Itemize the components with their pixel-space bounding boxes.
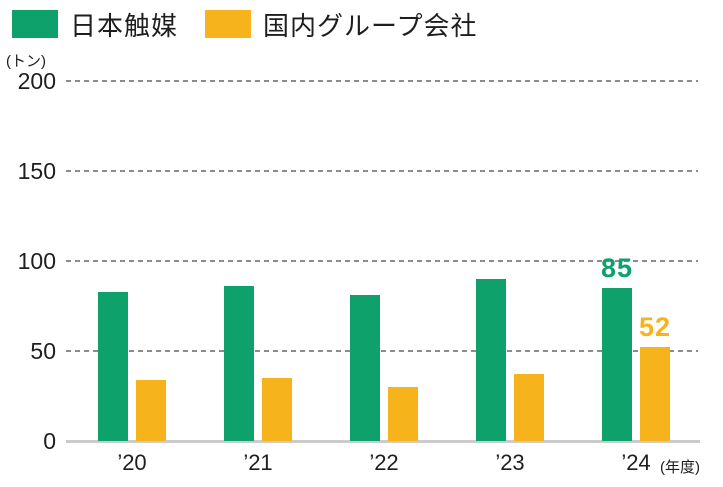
- x-tick-label-2024: ’24: [621, 450, 651, 475]
- bar-nihon-shokubai-2024: [602, 288, 632, 441]
- legend-item-nihon-shokubai: 日本触媒: [12, 10, 178, 41]
- legend-label-domestic-group: 国内グループ会社: [263, 10, 478, 41]
- gridline-100: [66, 260, 698, 262]
- x-tick-label-2023: ’23: [495, 450, 525, 475]
- bar-domestic-group-2021: [262, 378, 292, 441]
- legend-label-nihon-shokubai: 日本触媒: [70, 10, 179, 41]
- y-axis-unit-label: (トン): [6, 53, 46, 70]
- bar-nihon-shokubai-2021: [224, 286, 254, 441]
- gridline-50: [66, 350, 698, 352]
- y-tick-label-150: 150: [17, 158, 56, 184]
- legend-swatch-yellow: [205, 10, 251, 38]
- y-tick-label-100: 100: [17, 248, 56, 274]
- bar-domestic-group-2022: [388, 387, 418, 441]
- x-tick-label-2022: ’22: [369, 450, 399, 475]
- gridline-200: [66, 80, 698, 82]
- x-tick-label-2020: ’20: [117, 450, 147, 475]
- y-tick-label-50: 50: [30, 338, 56, 364]
- bar-nihon-shokubai-2023: [476, 279, 506, 441]
- bar-domestic-group-2023: [514, 374, 544, 441]
- legend-swatch-green: [12, 10, 58, 38]
- y-tick-label-0: 0: [43, 428, 56, 454]
- bar-nihon-shokubai-2022: [350, 295, 380, 441]
- bar-domestic-group-2020: [136, 379, 166, 441]
- legend-item-domestic-group: 国内グループ会社: [205, 10, 477, 41]
- x-tick-label-2021: ’21: [243, 450, 273, 475]
- x-axis-unit-label: (年度): [660, 459, 700, 476]
- bar-value-label-domestic-group: 52: [638, 312, 672, 343]
- bar-value-label-nihon-shokubai: 85: [600, 253, 634, 283]
- x-axis-baseline: [66, 440, 700, 443]
- bar-domestic-group-2024: [640, 347, 670, 441]
- bar-nihon-shokubai-2020: [98, 291, 128, 441]
- y-tick-label-200: 200: [17, 68, 56, 94]
- gridline-150: [66, 170, 698, 172]
